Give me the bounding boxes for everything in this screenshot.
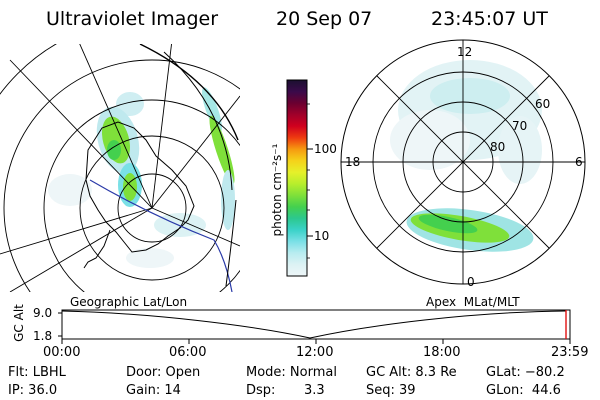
earth-limb [139,44,239,141]
status-gc-alt: GC Alt: 8.3 Re [366,365,457,380]
status-dsp-value: 3.3 [304,383,325,398]
timeline-ymax: 9.0 [33,306,53,320]
limb-coast-2 [225,199,237,287]
status-glon: GLon: 44.6 [486,383,561,398]
antarctica-coastline [85,121,195,253]
mlat-label-60: 60 [535,97,551,111]
mlt-label-0: 0 [467,275,475,289]
peninsula-coastline [83,229,111,269]
colorbar-unit-label: photon cm⁻²s⁻¹ [270,143,284,237]
apex-polar-plot [340,39,586,285]
mlt-label-12: 12 [457,45,473,59]
status-glat: GLat: −80.2 [486,365,565,380]
timeline-xtick-0000: 00:00 [43,345,81,360]
geographic-map [0,44,240,292]
mlt-label-6: 6 [575,155,583,169]
timeline-ylabel: GC Alt [12,304,26,342]
timeline-xtick-1200: 12:00 [296,345,334,360]
orbit-altitude-curve [61,310,567,339]
limb-coast [163,51,233,191]
colorbar [286,79,313,277]
timeline-xtick-1800: 18:00 [423,345,461,360]
observation-time: 23:45:07 UT [431,8,548,30]
apex-panel-label: Apex MLat/MLT [426,295,520,309]
timeline-ymin: 1.8 [33,329,53,343]
mlt-label-18: 18 [345,155,361,169]
observation-date: 20 Sep 07 [276,8,373,30]
status-filter: Flt: LBHL [8,365,66,380]
status-seq: Seq: 39 [366,383,416,398]
mlat-label-70: 70 [512,119,528,133]
timeline-xtick-0600: 06:00 [169,345,207,360]
status-door: Door: Open [126,365,201,380]
status-dsp: Dsp: [246,383,276,398]
status-ip: IP: 36.0 [8,383,58,398]
orbit-track [89,179,233,292]
colorbar-tick-10: 10 [314,229,330,243]
colorbar-tick-100: 100 [314,142,337,156]
status-gain: Gain: 14 [126,383,181,398]
geo-panel-label: Geographic Lat/Lon [70,295,188,309]
timeline-xtick-2359: 23:59 [551,345,589,360]
mlat-label-80: 80 [490,140,506,154]
status-mode: Mode: Normal [246,365,337,380]
altitude-timeline [58,309,571,344]
latitude-circles [0,44,240,292]
instrument-title: Ultraviolet Imager [46,8,219,30]
